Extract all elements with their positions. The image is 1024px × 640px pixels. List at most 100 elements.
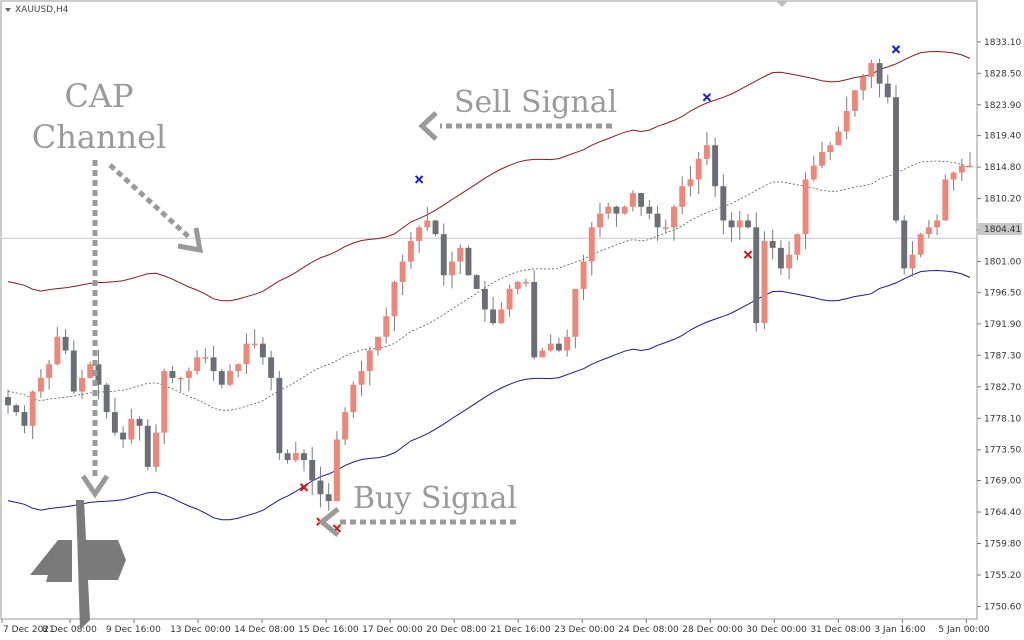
candle-bull <box>161 371 168 433</box>
time-tick-label: 8 Dec 08:00 <box>42 625 97 635</box>
annotation-arrows <box>92 123 612 525</box>
candle-bear <box>210 357 217 372</box>
buy-signal-marker-stroke-b <box>299 483 309 492</box>
candle-bull <box>424 220 431 228</box>
candle-bull <box>54 336 61 365</box>
candle-bear <box>440 234 447 276</box>
price-tick-label: 1750.60 <box>984 602 1021 612</box>
price-tick-label: 1778.10 <box>984 414 1021 424</box>
candle-bull <box>235 364 242 372</box>
candle-body-group <box>5 58 973 511</box>
channel-arrow-diag-head-icon <box>177 227 204 254</box>
price-tick-label: 1819.40 <box>984 132 1021 142</box>
candle-bull <box>942 179 949 221</box>
candle-bull <box>416 227 423 242</box>
candle-bull <box>851 90 858 111</box>
price-tick-label: 1759.80 <box>984 540 1021 550</box>
candle-bear <box>284 453 291 461</box>
candle-bull <box>703 145 710 159</box>
symbol-header: XAUUSD,H4 <box>5 5 69 15</box>
channel-arrow-diag-shaft <box>108 163 192 240</box>
candle-bear <box>259 343 266 358</box>
candle-bull <box>588 227 595 262</box>
candle-bull <box>358 371 365 385</box>
candle-bull <box>185 371 192 378</box>
candle-bear <box>465 247 472 276</box>
candle-bear <box>111 412 118 433</box>
lower-band-line <box>7 269 971 521</box>
time-tick-label: 3 Jan 16:00 <box>874 625 926 635</box>
candle-bull <box>736 220 743 228</box>
sell-signal-marker <box>414 175 424 184</box>
price-tick-label: 1791.90 <box>984 320 1021 330</box>
middle-band-line <box>7 160 971 411</box>
candle-bear <box>613 206 620 214</box>
upper-band-line <box>7 50 971 302</box>
candle-bull <box>860 76 867 91</box>
candle-bear <box>301 453 307 461</box>
candle-bull <box>934 220 941 228</box>
time-tick-label: 28 Dec 00:00 <box>682 625 743 635</box>
candle-bull <box>46 364 53 378</box>
candle-bull <box>243 343 250 365</box>
candle-bull <box>79 377 85 392</box>
candles <box>5 58 973 511</box>
candle-bull <box>950 172 957 180</box>
time-tick-label: 15 Dec 16:00 <box>298 625 359 635</box>
candle-bear <box>268 357 275 378</box>
price-tick-label: 1796.50 <box>984 288 1021 298</box>
sell-signal-marker-stroke-b <box>702 93 712 102</box>
price-tick-label: 1773.50 <box>984 446 1021 456</box>
candle-bull <box>523 282 529 284</box>
candle-bear <box>21 412 28 426</box>
cap-channel-bands <box>7 50 971 521</box>
candle-bear <box>720 186 727 221</box>
candle-bear <box>325 494 332 502</box>
candle-bull <box>366 350 373 372</box>
price-tick-label: 1764.40 <box>984 508 1021 518</box>
price-axis-labels: 1833.10 1828.50 1823.90 1819.40 1814.80 1810.… <box>977 38 1021 612</box>
candle-bear <box>876 63 883 84</box>
buy-signal-marker <box>299 483 309 492</box>
collapse-triangle-icon[interactable] <box>5 8 11 12</box>
time-tick-label: 24 Dec 08:00 <box>618 625 679 635</box>
time-tick-label: 17 Dec 00:00 <box>362 625 423 635</box>
time-tick-label: 9 Dec 16:00 <box>106 625 161 635</box>
candle-bull <box>917 234 924 255</box>
price-tick-label: 1755.20 <box>984 571 1021 581</box>
candle-bear <box>901 220 908 269</box>
sell-signal-marker-stroke-b <box>891 45 901 54</box>
candle-bull <box>350 384 357 413</box>
candle-bull <box>498 309 505 324</box>
candle-bull <box>87 364 94 378</box>
candle-bear <box>218 371 225 385</box>
candle-bear <box>103 384 110 413</box>
candle-bear <box>753 227 760 324</box>
candle-bull <box>128 418 135 440</box>
candle-bear <box>120 432 127 440</box>
candle-bull <box>687 179 694 187</box>
candle-bull <box>786 254 793 269</box>
candle-bull <box>383 316 390 337</box>
time-tick-label: 20 Dec 08:00 <box>426 625 487 635</box>
time-tick-label: 21 Dec 16:00 <box>490 625 551 635</box>
candle-bull <box>605 206 612 214</box>
sell-arrow-head-icon <box>418 111 438 141</box>
candle-bull <box>292 453 299 461</box>
candle-bull <box>177 377 184 380</box>
candle-bear <box>555 343 562 351</box>
price-tick-label: 1810.20 <box>984 195 1021 205</box>
candle-bear <box>490 309 497 324</box>
sell-signal-label: Sell Signal <box>454 85 617 120</box>
price-tick-label: 1814.80 <box>984 163 1021 173</box>
candle-bull <box>810 165 817 180</box>
time-tick-label: 30 Dec 00:00 <box>746 625 807 635</box>
channel-arrow-down-head-icon <box>80 474 110 499</box>
candle-bull <box>375 336 381 351</box>
candle-bull <box>925 227 932 235</box>
candle-bear <box>654 213 661 228</box>
buy-signal-marker-stroke-b <box>743 250 753 259</box>
candle-bull <box>506 288 513 310</box>
candle-bull <box>679 186 686 207</box>
